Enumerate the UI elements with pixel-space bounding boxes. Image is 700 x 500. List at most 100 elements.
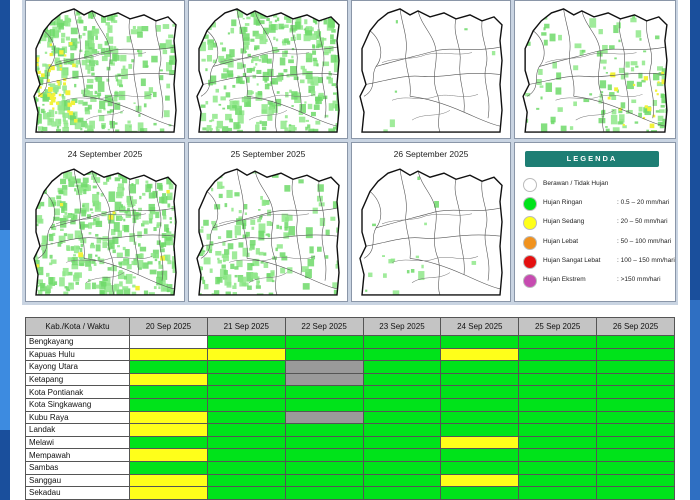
forecast-cell: [362, 460, 442, 475]
forecast-cell: [440, 372, 520, 387]
forecast-cell: [518, 473, 598, 488]
forecast-cell: [596, 397, 675, 412]
forecast-cell: [362, 372, 442, 387]
table-row: Sambas: [25, 460, 675, 475]
region-name: Sambas: [25, 460, 130, 475]
table-row: Kayong Utara: [25, 360, 675, 374]
legend-label: Hujan Ekstrem: [543, 276, 586, 283]
legend-label: Hujan Lebat: [543, 238, 579, 245]
legend-range: : 0.5 – 20 mm/hari: [617, 199, 670, 206]
forecast-cell: [206, 372, 286, 387]
forecast-cell: [206, 335, 286, 349]
rainfall-map: [359, 168, 503, 296]
header-cell-date: 26 Sep 2025: [596, 317, 675, 336]
forecast-table: Kab./Kota / Waktu 20 Sep 2025 21 Sep 202…: [25, 317, 675, 500]
forecast-cell: [518, 460, 598, 475]
forecast-cell: [284, 360, 364, 374]
map-panel-3: [351, 0, 511, 139]
legend-label: Hujan Ringan: [543, 199, 583, 206]
table-row: Bengkayang: [25, 335, 675, 349]
forecast-cell: [596, 347, 675, 362]
rainfall-map: [522, 8, 668, 133]
forecast-cell: [362, 385, 442, 399]
forecast-cell: [362, 448, 442, 462]
forecast-cell: [284, 335, 364, 349]
table-row: Landak: [25, 423, 675, 437]
forecast-cell: [362, 335, 442, 349]
region-name: Kota Pontianak: [25, 385, 130, 399]
forecast-cell: [206, 423, 286, 437]
forecast-cell: [129, 423, 208, 437]
forecast-cell: [284, 372, 364, 387]
forecast-cell: [518, 385, 598, 399]
region-name: Bengkayang: [25, 335, 130, 349]
forecast-cell: [440, 347, 520, 362]
region-name: Kapuas Hulu: [25, 347, 130, 362]
table-row: Mempawah: [25, 448, 675, 462]
forecast-cell: [362, 410, 442, 425]
circle-empty-icon: [523, 178, 537, 192]
forecast-cell: [129, 360, 208, 374]
forecast-cell: [129, 473, 208, 488]
forecast-cell: [284, 410, 364, 425]
table-row: Melawi: [25, 435, 675, 450]
table-header-row: Kab./Kota / Waktu 20 Sep 2025 21 Sep 202…: [25, 317, 675, 336]
forecast-cell: [518, 335, 598, 349]
map-panel-24-sep: 24 September 2025: [25, 142, 185, 302]
forecast-cell: [440, 473, 520, 488]
forecast-cell: [129, 435, 208, 450]
forecast-cell: [440, 410, 520, 425]
forecast-cell: [518, 360, 598, 374]
map-panel-2: [188, 0, 348, 139]
legend-range: : 20 – 50 mm/hari: [617, 218, 668, 225]
header-cell-date: 21 Sep 2025: [206, 317, 286, 336]
forecast-cell: [596, 335, 675, 349]
forecast-cell: [596, 360, 675, 374]
table-row: Kota Pontianak: [25, 385, 675, 399]
forecast-cell: [284, 473, 364, 488]
forecast-cell: [518, 372, 598, 387]
forecast-cell: [440, 448, 520, 462]
forecast-cell: [129, 460, 208, 475]
map-panel-1: [25, 0, 185, 139]
forecast-cell: [440, 435, 520, 450]
rainfall-map: [196, 168, 340, 296]
forecast-cell: [129, 486, 208, 500]
forecast-cell: [518, 347, 598, 362]
forecast-cell: [362, 347, 442, 362]
forecast-cell: [596, 435, 675, 450]
forecast-cell: [206, 360, 286, 374]
forecast-cell: [518, 397, 598, 412]
circle-purple-icon: [523, 274, 537, 288]
circle-orange-icon: [523, 236, 537, 250]
forecast-cell: [284, 385, 364, 399]
forecast-cell: [440, 360, 520, 374]
forecast-cell: [596, 410, 675, 425]
forecast-cell: [596, 473, 675, 488]
forecast-cell: [596, 460, 675, 475]
forecast-cell: [518, 486, 598, 500]
forecast-cell: [129, 335, 208, 349]
legend-label: Berawan / Tidak Hujan: [543, 180, 609, 187]
map-title: 24 September 2025: [67, 149, 143, 159]
forecast-cell: [596, 372, 675, 387]
forecast-cell: [440, 486, 520, 500]
forecast-cell: [206, 397, 286, 412]
forecast-cell: [518, 435, 598, 450]
table-row: Ketapang: [25, 372, 675, 387]
rainfall-map: [196, 8, 340, 133]
region-name: Kayong Utara: [25, 360, 130, 374]
header-cell-date: 22 Sep 2025: [284, 317, 364, 336]
forecast-cell: [362, 423, 442, 437]
region-name: Melawi: [25, 435, 130, 450]
map-panel-25-sep: 25 September 2025: [188, 142, 348, 302]
rainfall-map: [33, 168, 177, 296]
forecast-cell: [596, 385, 675, 399]
header-cell-date: 24 Sep 2025: [440, 317, 520, 336]
right-edge-decoration: [690, 0, 700, 500]
legend-label: Hujan Sangat Lebat: [543, 257, 601, 264]
table-row: Kota Singkawang: [25, 397, 675, 412]
forecast-cell: [206, 435, 286, 450]
forecast-cell: [596, 423, 675, 437]
circle-red-icon: [523, 255, 537, 269]
